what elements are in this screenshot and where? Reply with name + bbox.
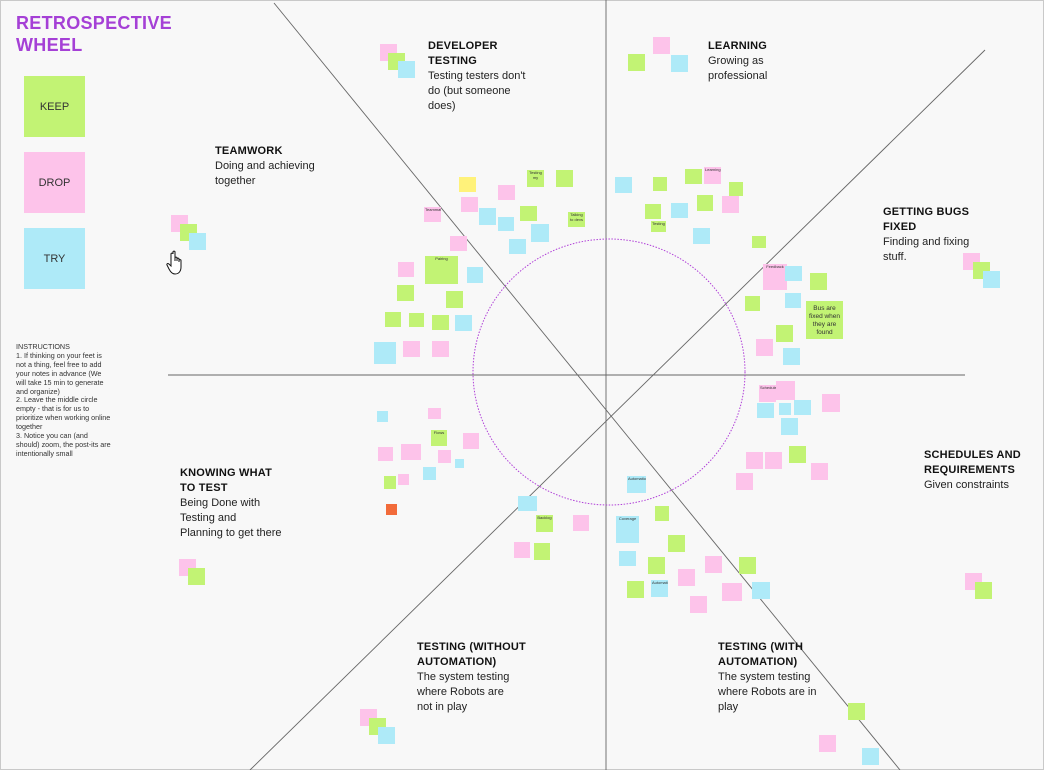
section-testing-with-automation: TESTING (WITH AUTOMATION) The system tes… — [718, 641, 817, 713]
instructions: INSTRUCTIONS 1. If thinking on your feet… — [16, 342, 111, 458]
section-developer-testing: DEVELOPER TESTING Testing testers don't … — [428, 40, 526, 112]
section-getting-bugs-fixed: GETTING BUGS FIXED Finding and fixing st… — [883, 206, 970, 263]
section-teamwork: TEAMWORK Doing and achieving together — [215, 145, 315, 187]
section-testing-without-automation: TESTING (WITHOUT AUTOMATION) The system … — [417, 641, 526, 713]
hand-cursor-icon — [166, 250, 182, 275]
section-schedules-requirements: SCHEDULES AND REQUIREMENTS Given constra… — [924, 449, 1021, 491]
sticky-note: Schedules — [759, 385, 776, 402]
sticky-note: Automation — [651, 580, 668, 597]
sticky-note: Talking to devs — [568, 212, 585, 227]
sticky-note: Backlog — [536, 515, 553, 532]
sticky-note: Learning — [704, 167, 721, 184]
sticky-note: Feedback — [763, 264, 787, 290]
sticky-note: Testing my — [527, 170, 544, 187]
sticky-note: Pairing — [425, 256, 458, 284]
sticky-note-bugs-fixed[interactable]: Bus are fixed when they are found — [806, 301, 843, 339]
board-title: RETROSPECTIVE WHEEL — [16, 13, 172, 55]
sticky-note: Automation — [627, 476, 646, 493]
legend-try[interactable]: TRY — [24, 228, 85, 289]
sticky-note: Flows — [431, 430, 447, 446]
sticky-note: Teammates — [424, 207, 441, 222]
legend-keep[interactable]: KEEP — [24, 76, 85, 137]
section-knowing-what-to-test: KNOWING WHAT TO TEST Being Done with Tes… — [180, 467, 282, 539]
sticky-note: Testing — [651, 221, 666, 232]
section-learning: LEARNING Growing as professional — [708, 40, 768, 82]
center-circle — [472, 238, 746, 506]
legend-drop[interactable]: DROP — [24, 152, 85, 213]
sticky-note: Coverage — [616, 516, 639, 543]
